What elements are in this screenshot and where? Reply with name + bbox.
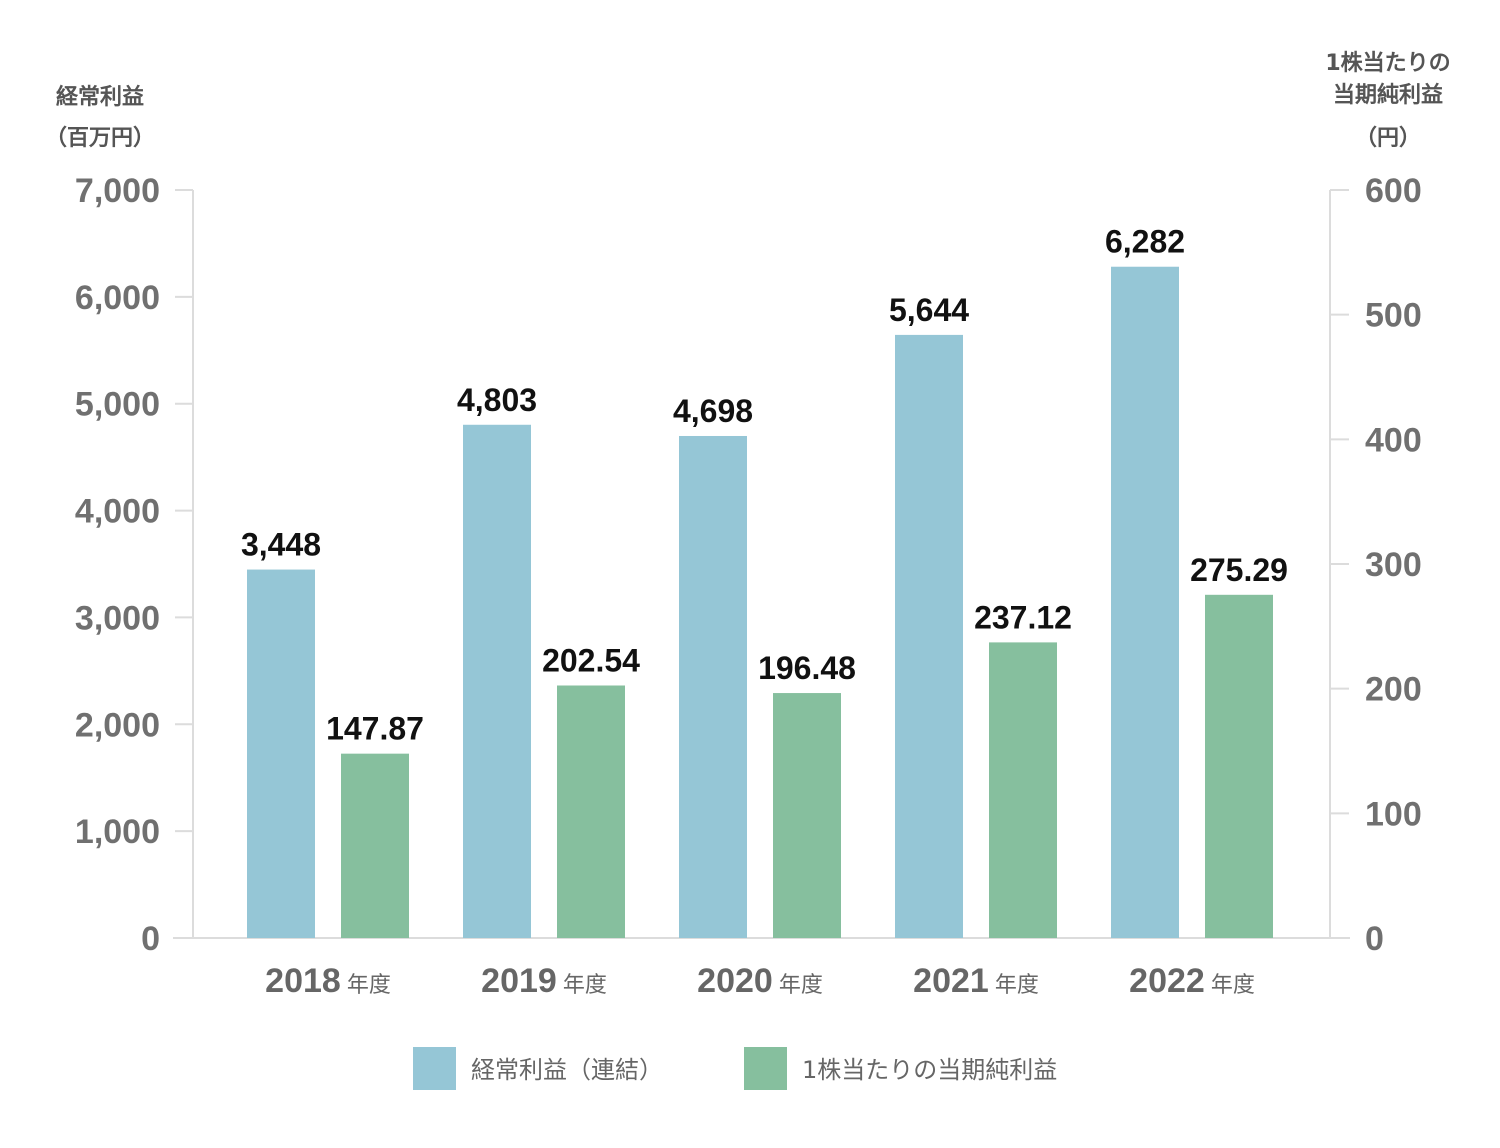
left-axis-title: 経常利益	[56, 84, 144, 110]
legend-label: 経常利益（連結）	[471, 1056, 663, 1084]
category-label: 2018 年度	[265, 962, 391, 1000]
bar-eps	[557, 685, 625, 938]
left-tick-label: 6,000	[75, 279, 160, 317]
legend-label: 1株当たりの当期純利益	[802, 1056, 1057, 1084]
legend-swatch	[413, 1047, 456, 1090]
data-label-eps: 275.29	[1190, 552, 1288, 588]
legend: 経常利益（連結） 1株当たりの当期純利益	[413, 1047, 1057, 1090]
data-label-eps: 196.48	[758, 650, 856, 686]
left-tick-label: 2,000	[75, 706, 160, 744]
category-year: 2021	[913, 962, 989, 1000]
right-tick-label: 200	[1365, 671, 1422, 709]
category-label: 2020 年度	[697, 962, 823, 1000]
left-axis-title: （百万円）	[45, 126, 155, 151]
bar-eps	[1205, 594, 1273, 938]
category-year: 2018	[265, 962, 341, 1000]
data-label-ordinary-profit: 6,282	[1105, 224, 1185, 260]
category-year: 2022	[1129, 962, 1205, 1000]
category-unit: 年度	[347, 973, 391, 998]
bars	[247, 266, 1273, 939]
category-unit: 年度	[563, 973, 607, 998]
legend-swatch	[744, 1047, 787, 1090]
data-label-ordinary-profit: 4,803	[457, 382, 537, 418]
left-tick-label: 0	[141, 920, 160, 958]
bar-ordinary-profit	[679, 435, 747, 938]
right-tick-label: 500	[1365, 297, 1422, 335]
right-axis-title: 1株当たりの	[1325, 51, 1450, 76]
bar-ordinary-profit	[247, 569, 315, 938]
category-label: 2019 年度	[481, 962, 607, 1000]
right-axis-title: （円）	[1355, 126, 1421, 151]
bar-ordinary-profit	[1111, 266, 1179, 939]
bar-ordinary-profit	[463, 424, 531, 938]
left-tick-label: 3,000	[75, 599, 160, 637]
data-label-ordinary-profit: 4,698	[673, 393, 753, 429]
data-label-eps: 237.12	[974, 599, 1072, 635]
right-axis-title: 当期純利益	[1333, 82, 1443, 108]
right-tick-label: 0	[1365, 920, 1384, 958]
category-labels: 2018 年度 2019 年度 2020 年度 2021 年度 2022 年度	[265, 962, 1255, 1000]
right-tick-label: 400	[1365, 421, 1422, 459]
left-tick-label: 5,000	[75, 386, 160, 424]
category-label: 2021 年度	[913, 962, 1039, 1000]
bar-eps	[989, 642, 1057, 938]
category-year: 2019	[481, 962, 557, 1000]
category-unit: 年度	[995, 973, 1039, 998]
category-unit: 年度	[1211, 973, 1255, 998]
right-tick-label: 600	[1365, 172, 1422, 210]
data-label-eps: 202.54	[542, 643, 640, 679]
left-tick-label: 1,000	[75, 813, 160, 851]
left-tick-label: 7,000	[75, 172, 160, 210]
left-tick-label: 4,000	[75, 493, 160, 531]
category-year: 2020	[697, 962, 773, 1000]
axes: 0 1,000 2,000 3,000 4,000 5,000 6,000 7,000 0 100…	[45, 51, 1451, 958]
right-tick-label: 100	[1365, 795, 1422, 833]
value-labels: 3,448 4,803 4,698 5,644 6,282 147.87 202.54 196…	[241, 224, 1288, 747]
bar-ordinary-profit	[895, 334, 963, 938]
bar-eps	[773, 693, 841, 938]
data-label-ordinary-profit: 3,448	[241, 527, 321, 563]
category-label: 2022 年度	[1129, 962, 1255, 1000]
bar-eps	[341, 753, 409, 938]
right-tick-label: 300	[1365, 546, 1422, 584]
data-label-eps: 147.87	[326, 711, 424, 747]
data-label-ordinary-profit: 5,644	[889, 292, 969, 328]
category-unit: 年度	[779, 973, 823, 998]
